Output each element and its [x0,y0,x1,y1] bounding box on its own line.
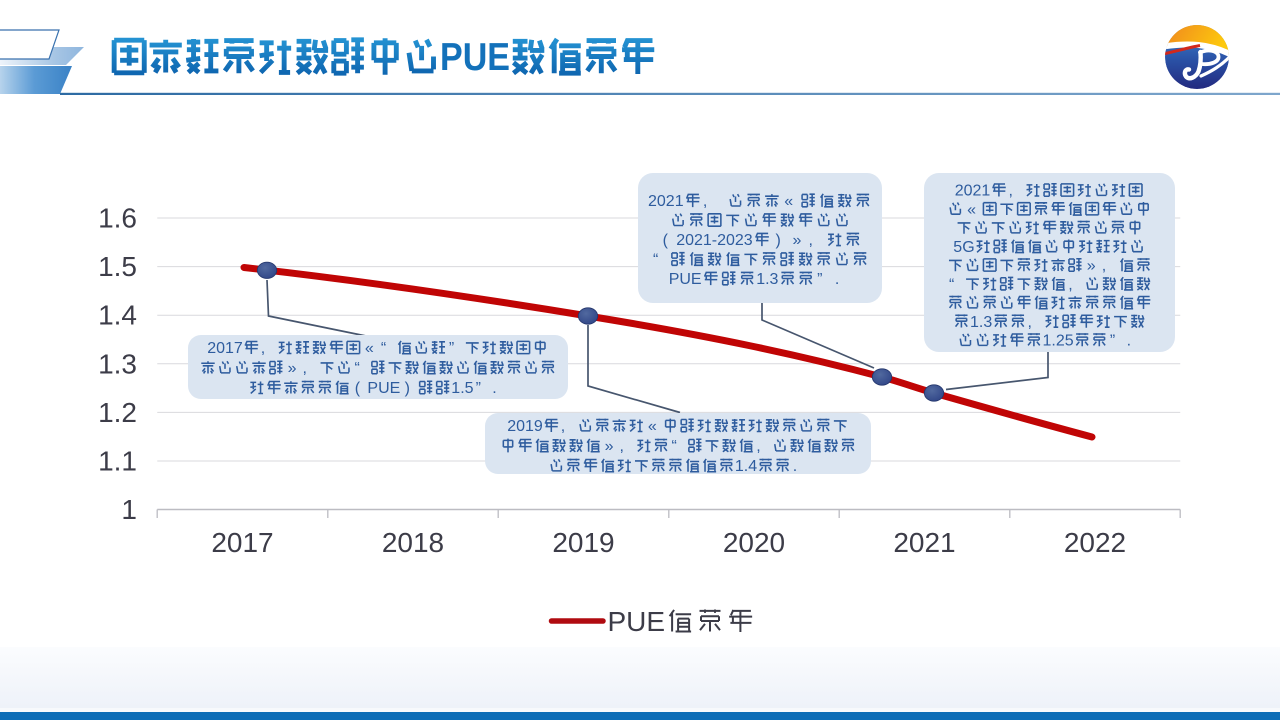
svg-text:2022: 2022 [1064,527,1126,558]
svg-text:1.25: 1.25 [1043,333,1074,350]
svg-text:«: « [365,340,374,357]
svg-text:2021: 2021 [648,193,684,210]
svg-text:(: ( [663,232,669,249]
svg-text:“: “ [653,252,658,269]
svg-text:1.3: 1.3 [756,271,778,288]
svg-text:“: “ [949,277,954,294]
svg-text:,: , [261,340,265,357]
svg-text:,: , [756,438,760,455]
svg-text:2021: 2021 [893,527,955,558]
svg-text:“: “ [381,340,386,357]
svg-text:1.1: 1.1 [98,446,137,477]
svg-text:.: . [492,380,496,397]
svg-text:«: « [648,418,657,435]
svg-text:”: ” [817,271,822,288]
svg-text:2019: 2019 [552,527,614,558]
svg-text:.: . [1127,333,1131,350]
svg-text:,: , [1102,258,1106,275]
svg-text:”: ” [1110,333,1115,350]
svg-text:”: ” [449,340,454,357]
svg-text:PUE: PUE [367,380,400,397]
svg-text:»: » [793,232,802,249]
svg-text:1: 1 [121,494,137,525]
svg-text:1.4: 1.4 [98,300,137,331]
svg-text:,: , [809,232,813,249]
svg-text:1.3: 1.3 [98,348,137,379]
svg-text:1.2: 1.2 [98,397,137,428]
svg-text:”: ” [476,380,481,397]
svg-text:,: , [620,438,624,455]
svg-text:»: » [1087,258,1096,275]
svg-text:.: . [835,271,839,288]
svg-text:,: , [703,193,707,210]
svg-text:): ) [776,232,781,249]
svg-text:2021-2023: 2021-2023 [676,232,753,249]
svg-text:,: , [303,360,307,377]
svg-text:“: “ [672,438,677,455]
svg-text:(: ( [355,380,361,397]
svg-text:5G: 5G [953,239,974,256]
svg-text:2019: 2019 [507,418,543,435]
svg-text:«: « [967,202,976,219]
svg-text:,: , [1028,314,1032,331]
svg-text:“: “ [355,360,360,377]
svg-text:2018: 2018 [382,527,444,558]
svg-text:1.3: 1.3 [970,314,992,331]
svg-text:1.5: 1.5 [451,380,473,397]
svg-text:2017: 2017 [207,340,243,357]
svg-text:2020: 2020 [723,527,785,558]
svg-text:,: , [1009,183,1013,200]
svg-text:»: » [288,360,297,377]
svg-text:1.5: 1.5 [98,251,137,282]
svg-text:1.4: 1.4 [735,458,757,475]
svg-text:,: , [561,418,565,435]
svg-text:PUE: PUE [440,36,510,79]
svg-text:.: . [793,458,797,475]
svg-text:,: , [1068,277,1072,294]
svg-text:»: » [605,438,614,455]
svg-text:): ) [405,380,410,397]
svg-text:1.6: 1.6 [98,203,137,234]
svg-text:PUE: PUE [608,606,666,637]
svg-text:PUE: PUE [669,271,702,288]
svg-text:2021: 2021 [955,183,991,200]
svg-text:2017: 2017 [211,527,273,558]
svg-text:«: « [784,193,793,210]
